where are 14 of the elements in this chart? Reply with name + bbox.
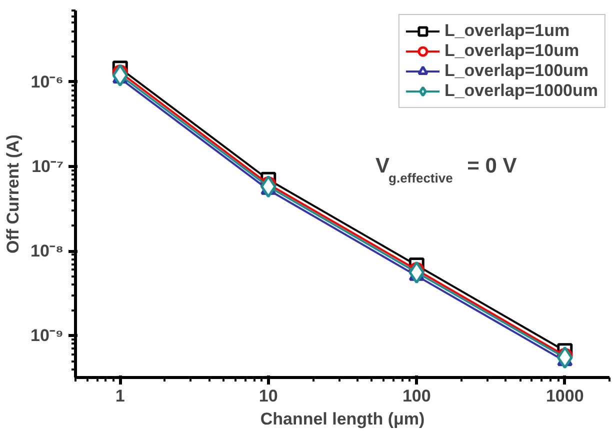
y-axis-title: Off Current (A) — [4, 134, 23, 254]
legend-label: L_overlap=100um — [444, 61, 589, 81]
x-tick-label: 100 — [402, 386, 431, 406]
legend-label: L_overlap=1000um — [444, 81, 598, 101]
y-tick-label: 10⁻⁷ — [32, 157, 64, 176]
y-tick-label: 10⁻⁸ — [30, 242, 64, 261]
x-axis-title: Channel length (μm) — [260, 410, 425, 428]
y-tick-label: 10⁻⁹ — [30, 326, 64, 346]
x-tick-label: 1 — [115, 386, 125, 406]
y-tick-label: 10⁻⁶ — [30, 72, 64, 92]
x-tick-label: 1000 — [546, 386, 584, 406]
legend-label: L_overlap=10um — [444, 41, 580, 61]
legend-label: L_overlap=1um — [444, 21, 570, 41]
x-tick-label: 10 — [258, 386, 278, 406]
